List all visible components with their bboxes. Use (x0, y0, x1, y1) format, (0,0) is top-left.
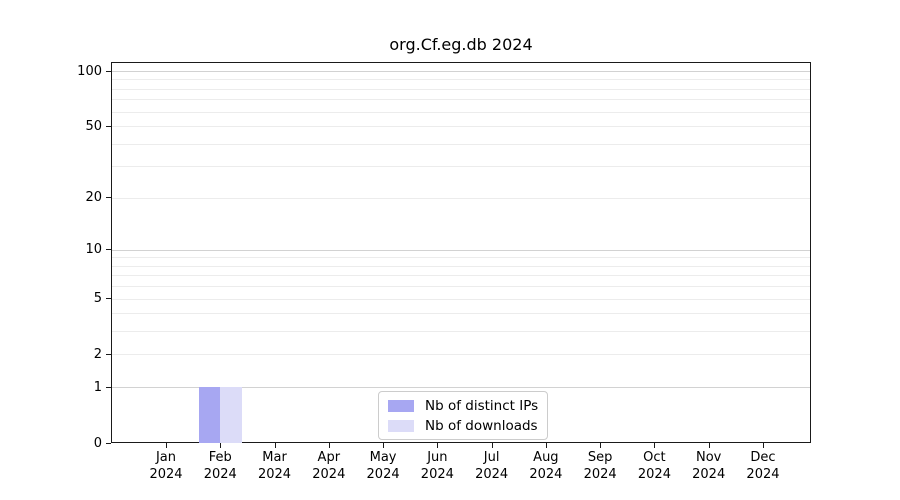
gridline-minor (112, 286, 810, 288)
y-tick-mark (106, 125, 111, 127)
x-tick-label-mar: Mar 2024 (257, 450, 292, 482)
plot-area (111, 62, 811, 443)
y-tick-mark (106, 442, 111, 444)
legend-label-downloads: Nb of downloads (425, 417, 538, 434)
gridline-minor (112, 354, 810, 356)
gridline-minor (112, 257, 810, 259)
y-tick-mark (106, 386, 111, 388)
y-tick-mark (106, 249, 111, 251)
x-tick-mark (437, 443, 439, 448)
x-tick-label-apr: Apr 2024 (312, 450, 346, 482)
x-tick-label-dec: Dec 2024 (746, 450, 780, 482)
gridline-minor (112, 331, 810, 333)
gridline-major (112, 249, 810, 251)
x-tick-label-jul: Jul 2024 (475, 450, 509, 482)
legend-entry-distinct-ips: Nb of distinct IPs (388, 397, 538, 414)
y-tick-mark (106, 298, 111, 300)
x-tick-mark (220, 443, 222, 448)
y-tick-label: 50 (85, 118, 102, 134)
bar-distinct-ips-feb (198, 387, 221, 443)
x-tick-label-jun: Jun 2024 (420, 450, 454, 482)
gridline-minor (112, 265, 810, 267)
x-tick-label-may: May 2024 (366, 450, 400, 482)
legend-label-distinct-ips: Nb of distinct IPs (425, 397, 539, 414)
y-tick-mark (106, 197, 111, 199)
x-tick-label-oct: Oct 2024 (637, 450, 671, 482)
legend-swatch-downloads (388, 419, 414, 432)
x-tick-mark (600, 443, 602, 448)
legend: Nb of distinct IPs Nb of downloads (378, 391, 549, 440)
y-tick-label: 2 (93, 346, 102, 362)
x-tick-label-sep: Sep 2024 (583, 450, 617, 482)
y-tick-mark (106, 353, 111, 355)
gridline-minor (112, 79, 810, 81)
gridline-minor (112, 166, 810, 168)
gridline-major (112, 387, 810, 389)
x-tick-label-aug: Aug 2024 (529, 450, 563, 482)
gridline-major (112, 71, 810, 72)
y-tick-label: 10 (85, 242, 102, 258)
x-tick-mark (274, 443, 276, 448)
x-tick-mark (762, 443, 764, 448)
x-tick-label-feb: Feb 2024 (203, 450, 237, 482)
x-tick-mark (328, 443, 330, 448)
x-tick-mark (491, 443, 493, 448)
x-tick-label-nov: Nov 2024 (692, 450, 726, 482)
x-tick-mark (545, 443, 547, 448)
legend-entry-downloads: Nb of downloads (388, 417, 538, 434)
chart-title: org.Cf.eg.db 2024 (389, 35, 533, 54)
y-tick-label: 20 (85, 190, 102, 206)
gridline-minor (112, 88, 810, 90)
gridline-minor (112, 99, 810, 101)
gridline-minor (112, 298, 810, 300)
x-tick-mark (654, 443, 656, 448)
y-tick-label: 0 (93, 435, 102, 451)
y-tick-label: 1 (93, 379, 102, 395)
x-tick-mark (708, 443, 710, 448)
gridline-minor (112, 111, 810, 113)
y-tick-label: 5 (93, 291, 102, 307)
x-tick-mark (166, 443, 167, 448)
gridline-minor (112, 126, 810, 128)
y-tick-mark (106, 70, 111, 72)
bar-downloads-feb (220, 387, 242, 443)
y-tick-label: 100 (77, 63, 102, 79)
gridline-minor (112, 143, 810, 145)
x-tick-label-jan: Jan 2024 (149, 450, 183, 482)
gridline-minor (112, 313, 810, 315)
gridline-minor (112, 197, 810, 199)
x-tick-mark (383, 443, 385, 448)
legend-swatch-distinct-ips (388, 399, 414, 412)
gridline-minor (112, 275, 810, 277)
